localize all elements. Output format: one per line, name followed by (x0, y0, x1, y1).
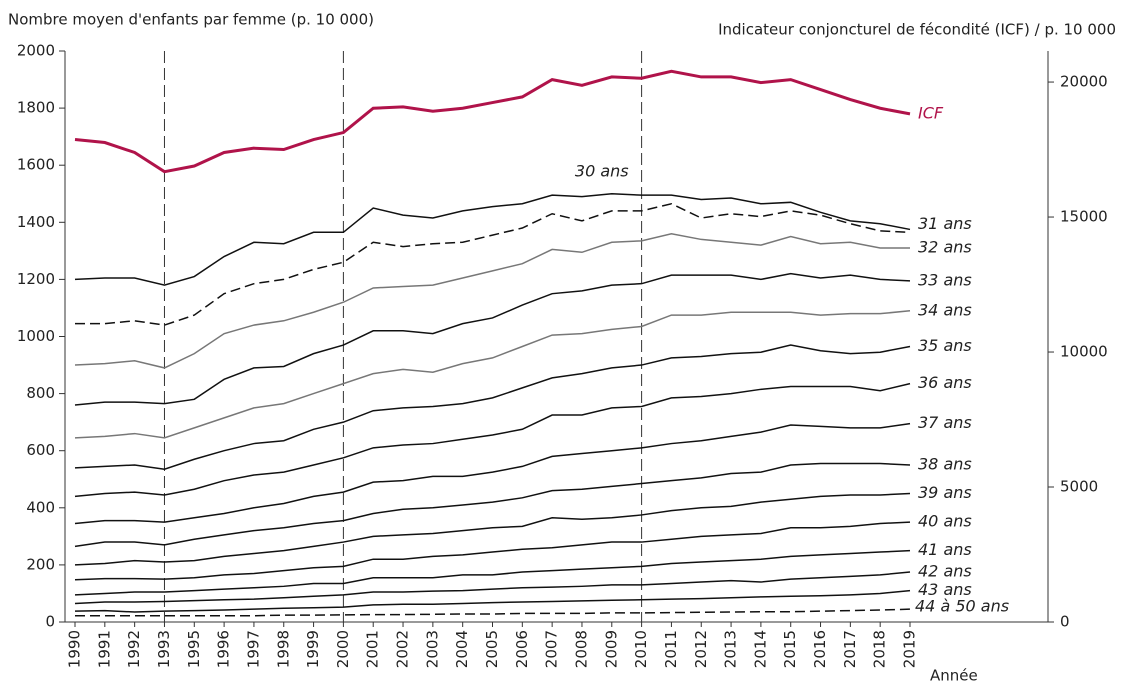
series-line (74, 422, 911, 525)
series-line (74, 272, 911, 406)
y-tick-label: 1000 (17, 327, 55, 345)
series-line (74, 521, 911, 581)
x-tick-label: 2006 (513, 630, 531, 668)
y2-tick-label: 15000 (1060, 208, 1108, 226)
x-tick-label: 2003 (423, 630, 441, 668)
series-line (74, 589, 911, 613)
series-label: 32 ans (918, 237, 972, 256)
y-tick-label: 2000 (17, 42, 55, 60)
y-tick-label: 600 (26, 441, 55, 459)
series-line (74, 69, 911, 174)
x-tick-label: 2012 (692, 630, 710, 668)
series-line (74, 232, 910, 369)
y-tick-label: 800 (26, 384, 55, 402)
x-tick-label: 2009 (602, 630, 620, 668)
y-tick-label: 1800 (17, 99, 55, 117)
series-label: 36 ans (918, 373, 972, 392)
x-tick-label: 2002 (394, 630, 412, 668)
series-line (74, 549, 911, 596)
x-tick-label: 1997 (244, 630, 262, 668)
series-line (74, 344, 911, 471)
y2-tick-label: 10000 (1060, 343, 1108, 361)
x-axis-title: Année (930, 667, 978, 685)
series-line (75, 608, 911, 617)
series-line (74, 310, 911, 439)
series-label: 37 ans (918, 413, 972, 432)
x-tick-label: 1998 (274, 630, 292, 668)
series-label: ICF (918, 103, 944, 122)
x-tick-label: 1990 (66, 630, 84, 668)
x-tick-label: 2001 (364, 630, 382, 668)
x-tick-label: 1996 (215, 630, 233, 668)
x-tick-label: 2005 (483, 630, 501, 668)
x-tick-label: 2017 (841, 630, 859, 668)
y2-tick-label: 20000 (1060, 73, 1108, 91)
series-label: 40 ans (918, 512, 972, 531)
series-line (74, 382, 911, 498)
series-line (75, 202, 911, 326)
y-tick-label: 1400 (17, 213, 55, 231)
x-tick-label: 2008 (572, 630, 590, 668)
x-tick-label: 1991 (95, 630, 113, 668)
series-label: 39 ans (918, 483, 972, 502)
series-label: 31 ans (918, 214, 972, 233)
x-tick-label: 2007 (543, 630, 561, 668)
series-label: 35 ans (918, 336, 972, 355)
x-tick-label: 1993 (155, 630, 173, 668)
x-tick-label: 1995 (185, 630, 203, 668)
x-tick-label: 2000 (334, 630, 352, 668)
series-label: 42 ans (918, 562, 972, 581)
y-tick-label: 1200 (17, 270, 55, 288)
series-line (74, 192, 911, 286)
y-tick-label: 0 (45, 613, 55, 631)
x-tick-label: 2013 (722, 630, 740, 668)
x-tick-label: 2015 (781, 630, 799, 668)
series-line (74, 462, 911, 548)
y2-axis-title: Indicateur conjoncturel de fécondité (IC… (718, 21, 1116, 39)
y2-tick-label: 5000 (1060, 478, 1098, 496)
x-tick-label: 2019 (901, 630, 919, 668)
series-label: 43 ans (918, 580, 972, 599)
y-tick-label: 1600 (17, 156, 55, 174)
x-tick-label: 1999 (304, 630, 322, 668)
x-tick-label: 2014 (751, 630, 769, 668)
series-line (74, 492, 911, 566)
x-tick-label: 2004 (453, 630, 471, 668)
y-tick-label: 400 (26, 498, 55, 516)
y2-tick-label: 0 (1060, 613, 1070, 631)
series-label: 33 ans (918, 270, 972, 289)
x-tick-label: 2016 (811, 630, 829, 668)
series-label: 44 à 50 ans (915, 597, 1009, 616)
y-axis-title: Nombre moyen d'enfants par femme (p. 10 … (8, 11, 374, 29)
series-line (74, 571, 911, 605)
series-label: 38 ans (918, 454, 972, 473)
x-tick-label: 2010 (632, 630, 650, 668)
x-tick-label: 2018 (871, 630, 889, 668)
x-tick-label: 1992 (125, 630, 143, 668)
series-label: 30 ans (575, 161, 629, 180)
y-tick-label: 200 (26, 555, 55, 573)
series-label: 41 ans (918, 540, 972, 559)
series-label: 34 ans (918, 300, 972, 319)
x-tick-label: 2011 (662, 630, 680, 668)
